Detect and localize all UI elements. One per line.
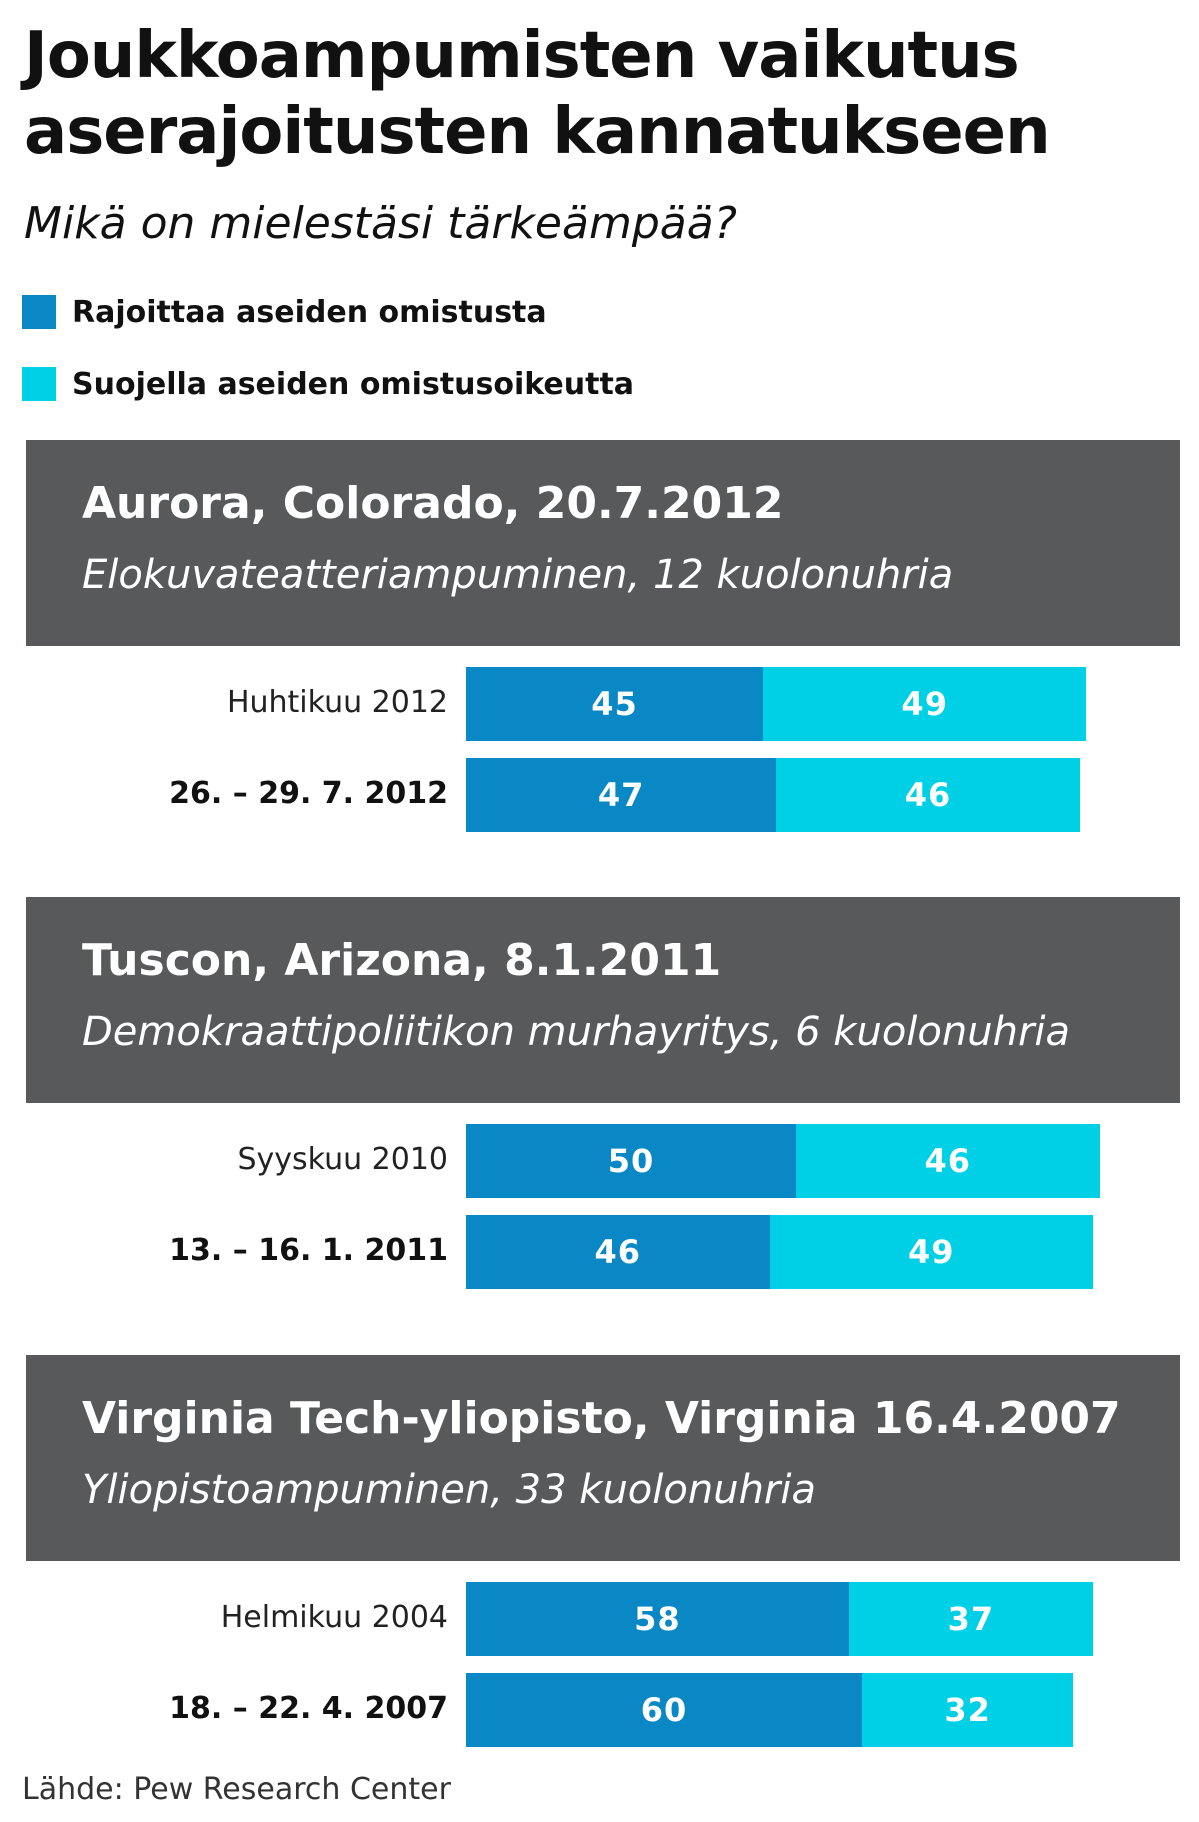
- bar-segment-protect: 49: [769, 1215, 1093, 1289]
- legend-label-restrict: Rajoittaa aseiden omistusta: [72, 294, 547, 330]
- row-label: 18. – 22. 4. 2007: [169, 1691, 448, 1726]
- bar-segment-protect: 32: [862, 1673, 1074, 1747]
- row-label: Syyskuu 2010: [237, 1142, 448, 1177]
- event-title: Tuscon, Arizona, 8.1.2011: [82, 935, 722, 986]
- legend-label-protect: Suojella aseiden omistusoikeutta: [72, 366, 635, 402]
- event-header-aurora: Aurora, Colorado, 20.7.2012 Elokuvateatte…: [26, 440, 1180, 646]
- event-title: Aurora, Colorado, 20.7.2012: [82, 478, 784, 529]
- event-header-tuscon: Tuscon, Arizona, 8.1.2011 Demokraattipoli…: [26, 897, 1180, 1103]
- row-label: 13. – 16. 1. 2011: [169, 1233, 448, 1268]
- chart-subtitle: Mikä on mielestäsi tärkeämpää?: [24, 198, 738, 249]
- bar-segment-restrict: 46: [466, 1215, 770, 1289]
- bar-segment-restrict: 45: [466, 667, 763, 741]
- bar-segment-restrict: 58: [466, 1582, 849, 1656]
- event-header-virginia-tech: Virginia Tech-yliopisto, Virginia 16.4.2…: [26, 1355, 1180, 1561]
- legend-item-protect: Suojella aseiden omistusoikeutta: [22, 364, 634, 404]
- event-title: Virginia Tech-yliopisto, Virginia 16.4.2…: [82, 1393, 1121, 1444]
- bar-segment-protect: 49: [763, 667, 1087, 741]
- event-description: Elokuvateatteriampuminen, 12 kuolonuhria: [82, 552, 954, 598]
- bar-segment-restrict: 50: [466, 1124, 796, 1198]
- legend-swatch-restrict: [22, 295, 56, 329]
- event-description: Yliopistoampuminen, 33 kuolonuhria: [82, 1467, 816, 1513]
- bar-segment-restrict: 47: [466, 758, 777, 832]
- bar-segment-restrict: 60: [466, 1673, 862, 1747]
- bar-segment-protect: 37: [848, 1582, 1093, 1656]
- chart-title: Joukkoampumisten vaikutus aserajoitusten…: [24, 19, 1051, 169]
- legend-swatch-protect: [22, 367, 56, 401]
- row-label: 26. – 29. 7. 2012: [169, 776, 448, 811]
- legend-item-restrict: Rajoittaa aseiden omistusta: [22, 292, 547, 332]
- row-label: Helmikuu 2004: [220, 1600, 448, 1635]
- row-label: Huhtikuu 2012: [226, 685, 448, 720]
- bar-segment-protect: 46: [796, 1124, 1100, 1198]
- event-description: Demokraattipoliitikon murhayritys, 6 kuo…: [82, 1009, 1071, 1055]
- bar-segment-protect: 46: [776, 758, 1080, 832]
- source-note: Lähde: Pew Research Center: [22, 1772, 451, 1807]
